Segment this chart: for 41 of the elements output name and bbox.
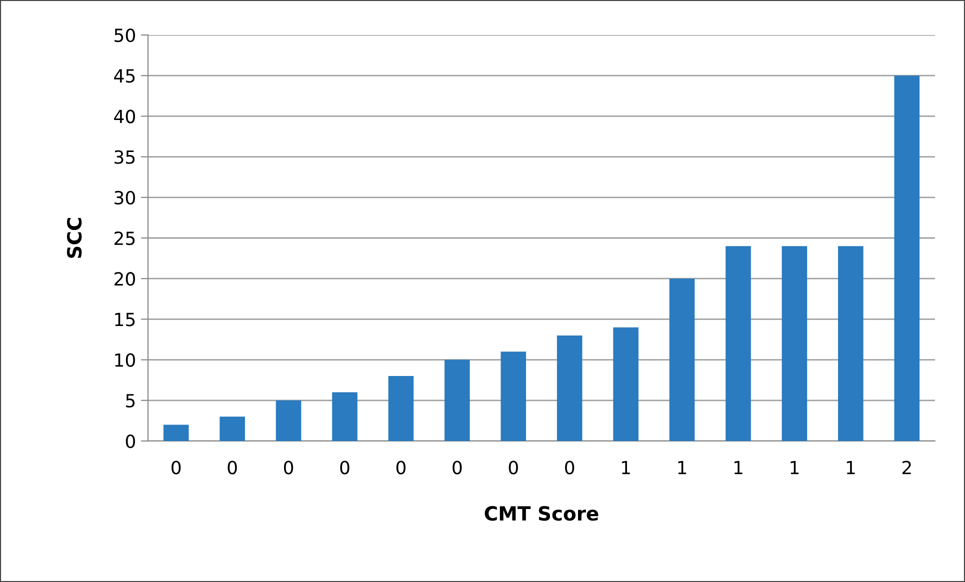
bar <box>556 335 582 441</box>
x-tick-label: 0 <box>228 460 237 474</box>
bar <box>613 327 638 441</box>
x-tick-label: 0 <box>172 460 181 474</box>
bar <box>220 416 245 441</box>
x-tick-label: 0 <box>284 460 294 474</box>
y-tick-label: 30 <box>114 190 135 205</box>
x-tick-label: 1 <box>790 461 799 474</box>
x-tick-label: 1 <box>622 461 630 474</box>
y-tick-label: 35 <box>114 150 135 164</box>
bar <box>276 400 302 441</box>
x-tick-label: 1 <box>678 461 686 474</box>
bar <box>894 76 920 441</box>
x-tick-label: 0 <box>508 460 518 474</box>
x-tick-label: 2 <box>902 460 911 474</box>
y-tick-label: 40 <box>114 110 135 124</box>
x-tick-label: 0 <box>565 460 574 474</box>
bar <box>332 392 358 441</box>
x-tick-label: 0 <box>340 460 350 474</box>
bar <box>669 278 695 441</box>
bar <box>782 246 808 441</box>
bar <box>726 246 751 441</box>
y-axis-title: SCC <box>66 218 82 258</box>
bar <box>388 376 414 441</box>
x-tick-label: 0 <box>452 460 462 474</box>
bar <box>838 246 864 441</box>
x-tick-label: 0 <box>396 460 406 474</box>
y-tick-label: 45 <box>114 69 135 83</box>
y-tick-label: 5 <box>126 394 135 408</box>
bar <box>500 352 526 441</box>
y-tick-label: 20 <box>114 272 135 286</box>
x-tick-label: 1 <box>734 461 742 474</box>
y-tick-label: 0 <box>126 434 135 448</box>
y-tick-label: 10 <box>115 353 135 367</box>
y-tick-label: 15 <box>115 312 135 326</box>
x-tick-label: 1 <box>846 461 855 474</box>
bar <box>444 360 470 441</box>
x-axis-title: CMT Score <box>484 506 598 521</box>
bar <box>163 424 189 441</box>
y-tick-label: 25 <box>114 231 135 246</box>
y-tick-label: 50 <box>114 28 135 42</box>
